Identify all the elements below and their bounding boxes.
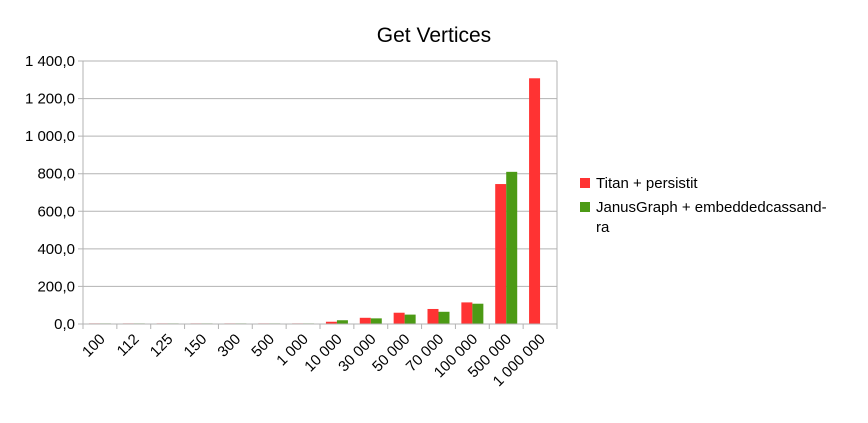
y-tick-label: 1 000,0: [25, 128, 75, 145]
x-tick-label: 30 000: [335, 331, 379, 375]
grid: [78, 60, 557, 325]
x-tick-label: 10 000: [301, 331, 345, 375]
bar-titan: [427, 308, 439, 324]
x-tick-label: 100: [79, 331, 109, 361]
x-tick-label: 112: [114, 331, 143, 360]
legend-swatch: [580, 202, 590, 212]
bar-janusgraph: [472, 303, 484, 324]
bars: [88, 78, 541, 324]
bar-janusgraph: [506, 171, 518, 324]
bar-janusgraph: [370, 318, 382, 324]
bar-janusgraph: [438, 311, 450, 324]
legend-label: JanusGraph + embeddedcassand-: [596, 199, 827, 216]
bar-titan: [495, 184, 507, 324]
axes: [78, 61, 558, 329]
bar-janusgraph: [404, 314, 416, 324]
y-tick-label: 1 400,0: [25, 53, 75, 70]
chart-title: Get Vertices: [377, 24, 491, 47]
y-tick-label: 600,0: [37, 203, 75, 220]
x-tick-label: 150: [181, 331, 211, 361]
y-tick-label: 400,0: [37, 241, 75, 258]
y-tick-label: 0,0: [54, 316, 75, 333]
y-tick-label: 1 200,0: [25, 91, 75, 108]
legend-label: Titan + persistit: [596, 175, 698, 192]
legend-label: ra: [596, 219, 610, 236]
x-tick-label: 300: [214, 331, 244, 361]
y-tick-labels: 0,0 200,0 400,0 600,0 800,0 1 000,0 1 200,0 1 4…: [25, 53, 75, 333]
bar-titan: [529, 78, 541, 324]
x-tick-label: 125: [147, 331, 177, 361]
bar-titan: [359, 317, 371, 324]
y-tick-label: 200,0: [37, 278, 75, 295]
bar-titan: [325, 321, 337, 324]
bar-titan: [461, 302, 473, 324]
bar-janusgraph: [336, 320, 348, 324]
bar-titan: [393, 312, 405, 324]
legend: Titan + persistit JanusGraph + embeddedca…: [580, 175, 827, 236]
legend-swatch: [580, 178, 590, 188]
y-tick-label: 800,0: [37, 166, 75, 183]
x-tick-label: 50 000: [369, 331, 413, 375]
